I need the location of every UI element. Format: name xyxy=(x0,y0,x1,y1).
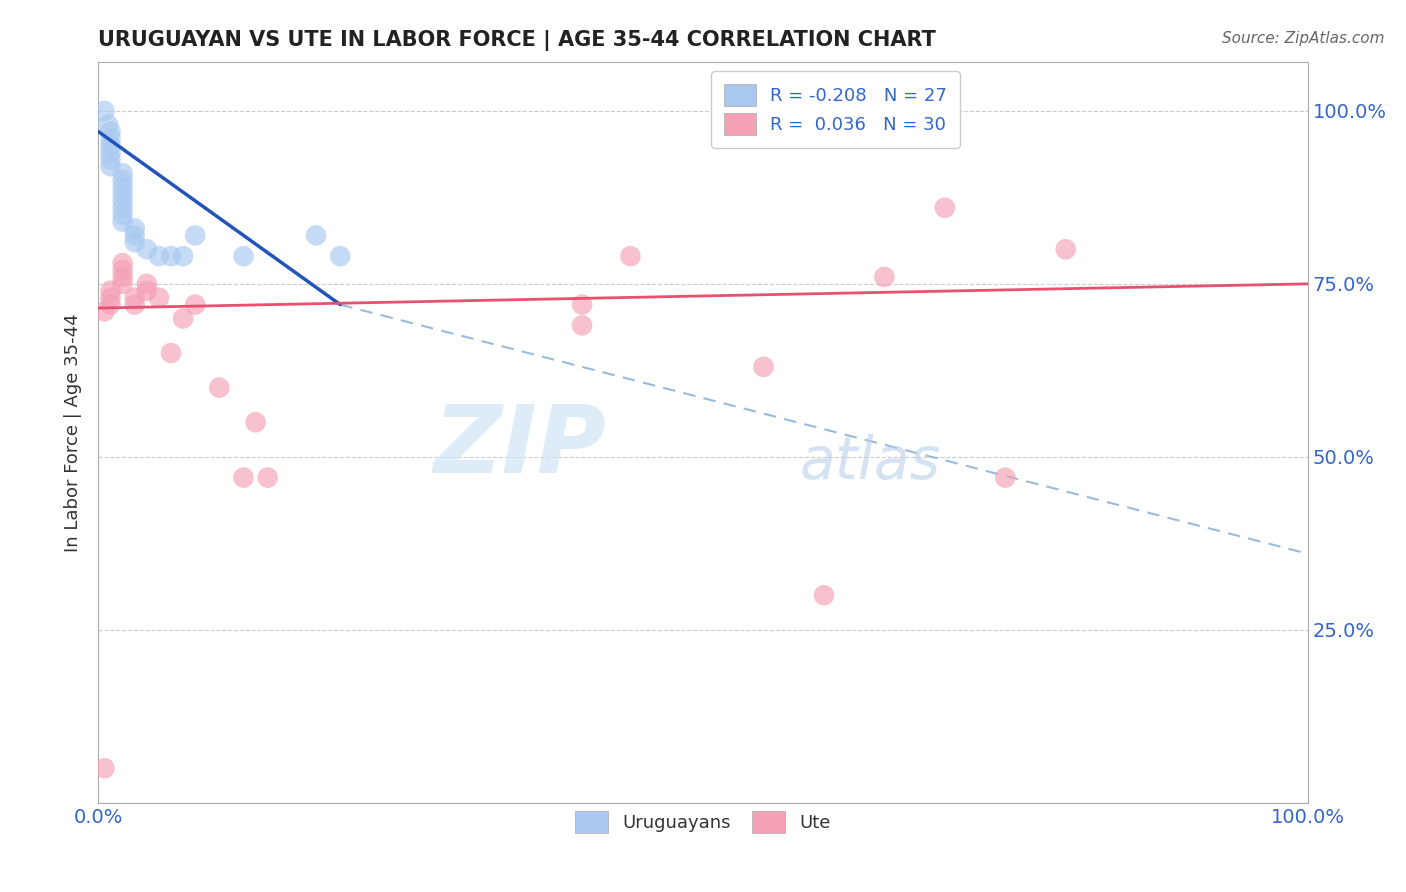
Point xyxy=(111,269,134,284)
Point xyxy=(124,297,146,311)
Point xyxy=(100,131,122,145)
Text: ZIP: ZIP xyxy=(433,401,606,493)
Point xyxy=(256,470,278,484)
Point xyxy=(571,318,593,333)
Point xyxy=(97,118,120,132)
Point xyxy=(124,221,146,235)
Text: atlas: atlas xyxy=(800,434,941,491)
Point xyxy=(305,228,328,243)
Point xyxy=(100,153,122,167)
Point xyxy=(1054,242,1077,256)
Point xyxy=(184,297,207,311)
Point xyxy=(752,359,775,374)
Point xyxy=(111,173,134,187)
Point xyxy=(124,291,146,305)
Point xyxy=(160,346,183,360)
Point xyxy=(172,249,194,263)
Y-axis label: In Labor Force | Age 35-44: In Labor Force | Age 35-44 xyxy=(65,313,83,552)
Point xyxy=(111,208,134,222)
Point xyxy=(184,228,207,243)
Point xyxy=(100,284,122,298)
Point xyxy=(232,470,254,484)
Point xyxy=(619,249,641,263)
Point xyxy=(93,103,115,118)
Text: Source: ZipAtlas.com: Source: ZipAtlas.com xyxy=(1222,31,1385,46)
Point xyxy=(111,180,134,194)
Point xyxy=(111,186,134,201)
Legend: Uruguayans, Ute: Uruguayans, Ute xyxy=(562,798,844,846)
Point xyxy=(329,249,352,263)
Point xyxy=(245,415,267,429)
Point xyxy=(100,297,122,311)
Point xyxy=(100,159,122,173)
Point xyxy=(111,256,134,270)
Point xyxy=(994,470,1017,484)
Point xyxy=(111,194,134,208)
Point xyxy=(111,214,134,228)
Point xyxy=(873,269,896,284)
Point xyxy=(208,381,231,395)
Point xyxy=(93,761,115,775)
Text: URUGUAYAN VS UTE IN LABOR FORCE | AGE 35-44 CORRELATION CHART: URUGUAYAN VS UTE IN LABOR FORCE | AGE 35… xyxy=(98,29,936,51)
Point xyxy=(135,284,157,298)
Point xyxy=(111,201,134,215)
Point xyxy=(100,125,122,139)
Point xyxy=(232,249,254,263)
Point xyxy=(813,588,835,602)
Point xyxy=(934,201,956,215)
Point xyxy=(111,166,134,180)
Point xyxy=(111,277,134,291)
Point xyxy=(124,235,146,250)
Point xyxy=(100,291,122,305)
Point xyxy=(148,291,170,305)
Point xyxy=(124,228,146,243)
Point xyxy=(100,138,122,153)
Point xyxy=(148,249,170,263)
Point xyxy=(172,311,194,326)
Point xyxy=(571,297,593,311)
Point xyxy=(100,145,122,160)
Point xyxy=(135,277,157,291)
Point xyxy=(111,263,134,277)
Point xyxy=(93,304,115,318)
Point xyxy=(135,242,157,256)
Point xyxy=(160,249,183,263)
